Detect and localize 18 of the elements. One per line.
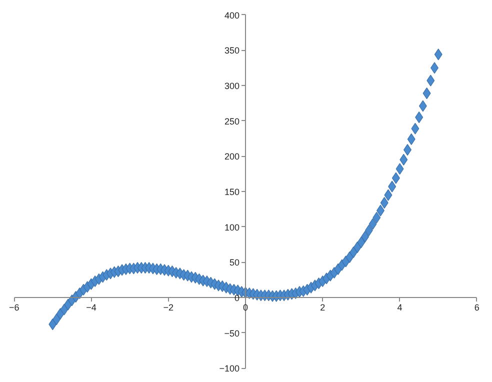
y-tick-label: −50 bbox=[224, 328, 240, 338]
x-tick-label: 2 bbox=[320, 302, 326, 312]
x-tick-label: 4 bbox=[397, 302, 402, 312]
y-tick-label: 300 bbox=[224, 81, 240, 92]
y-tick-label: 350 bbox=[224, 46, 240, 56]
x-tick-label: −2 bbox=[163, 302, 174, 312]
x-tick-label: 6 bbox=[474, 302, 480, 312]
y-tick-label: 250 bbox=[224, 116, 240, 126]
y-tick-label: 50 bbox=[229, 258, 240, 268]
x-tick-label: −6 bbox=[8, 302, 20, 312]
y-tick-label: −100 bbox=[219, 364, 240, 374]
x-tick-label: −4 bbox=[86, 302, 96, 312]
y-tick-label: 0 bbox=[234, 292, 240, 303]
x-tick-label: 0 bbox=[242, 302, 248, 312]
y-tick-label: 200 bbox=[224, 152, 240, 162]
y-tick-label: 150 bbox=[224, 187, 240, 197]
y-tick-label: 100 bbox=[224, 222, 240, 232]
y-tick-label: 400 bbox=[224, 10, 240, 20]
